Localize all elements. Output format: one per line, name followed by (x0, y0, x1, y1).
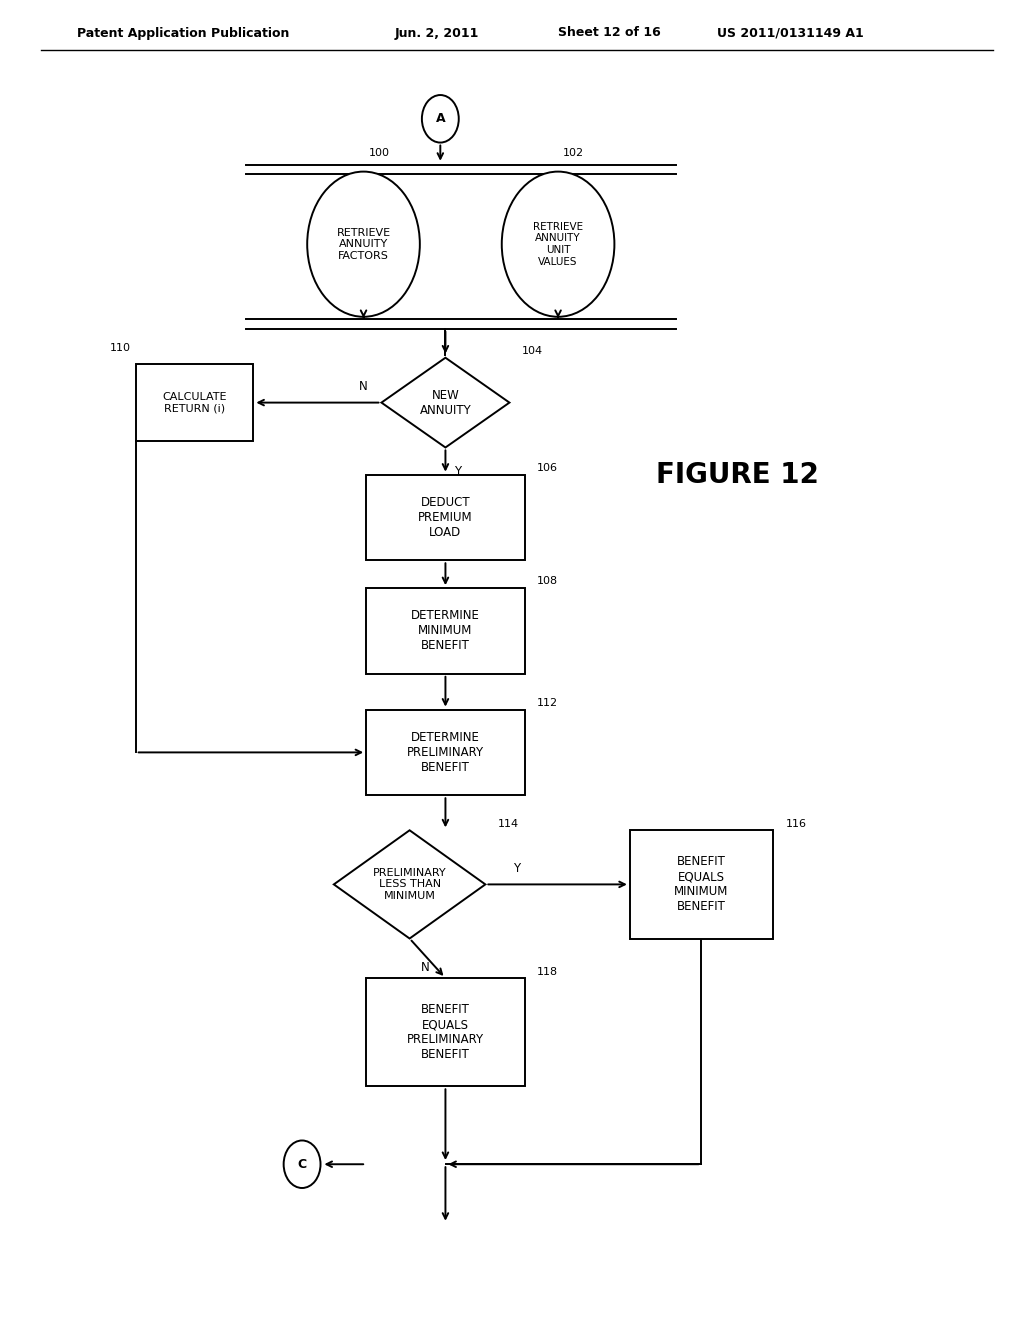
Text: DETERMINE
PRELIMINARY
BENEFIT: DETERMINE PRELIMINARY BENEFIT (407, 731, 484, 774)
Text: Patent Application Publication: Patent Application Publication (77, 26, 289, 40)
Text: US 2011/0131149 A1: US 2011/0131149 A1 (717, 26, 863, 40)
Text: Sheet 12 of 16: Sheet 12 of 16 (558, 26, 660, 40)
Text: DETERMINE
MINIMUM
BENEFIT: DETERMINE MINIMUM BENEFIT (411, 610, 480, 652)
Text: 108: 108 (537, 577, 558, 586)
FancyBboxPatch shape (367, 474, 524, 560)
Text: RETRIEVE
ANNUITY
UNIT
VALUES: RETRIEVE ANNUITY UNIT VALUES (534, 222, 583, 267)
Text: 116: 116 (785, 818, 807, 829)
Text: 110: 110 (110, 343, 131, 354)
Text: NEW
ANNUITY: NEW ANNUITY (420, 388, 471, 417)
Polygon shape (381, 358, 510, 447)
Text: Jun. 2, 2011: Jun. 2, 2011 (394, 26, 478, 40)
FancyBboxPatch shape (367, 710, 524, 795)
Text: BENEFIT
EQUALS
PRELIMINARY
BENEFIT: BENEFIT EQUALS PRELIMINARY BENEFIT (407, 1003, 484, 1061)
Text: 114: 114 (498, 818, 519, 829)
Text: Y: Y (455, 465, 461, 478)
Circle shape (502, 172, 614, 317)
Text: CALCULATE
RETURN (i): CALCULATE RETURN (i) (163, 392, 226, 413)
FancyBboxPatch shape (630, 830, 773, 939)
FancyBboxPatch shape (367, 589, 524, 673)
Text: 102: 102 (563, 148, 585, 158)
Circle shape (284, 1140, 321, 1188)
Text: N: N (358, 380, 368, 393)
Text: BENEFIT
EQUALS
MINIMUM
BENEFIT: BENEFIT EQUALS MINIMUM BENEFIT (674, 855, 729, 913)
Text: DEDUCT
PREMIUM
LOAD: DEDUCT PREMIUM LOAD (418, 496, 473, 539)
Circle shape (307, 172, 420, 317)
Text: A: A (435, 112, 445, 125)
Text: 100: 100 (369, 148, 390, 158)
Text: 118: 118 (537, 966, 558, 977)
Text: PRELIMINARY
LESS THAN
MINIMUM: PRELIMINARY LESS THAN MINIMUM (373, 867, 446, 902)
Text: RETRIEVE
ANNUITY
FACTORS: RETRIEVE ANNUITY FACTORS (337, 227, 390, 261)
Text: 106: 106 (537, 463, 558, 473)
Text: FIGURE 12: FIGURE 12 (655, 461, 819, 490)
Text: 104: 104 (521, 346, 543, 356)
Circle shape (422, 95, 459, 143)
FancyBboxPatch shape (135, 364, 254, 441)
Polygon shape (334, 830, 485, 939)
Text: Y: Y (513, 862, 519, 875)
Text: 112: 112 (537, 698, 558, 708)
Text: C: C (298, 1158, 306, 1171)
Text: N: N (421, 961, 429, 974)
FancyBboxPatch shape (367, 978, 524, 1086)
